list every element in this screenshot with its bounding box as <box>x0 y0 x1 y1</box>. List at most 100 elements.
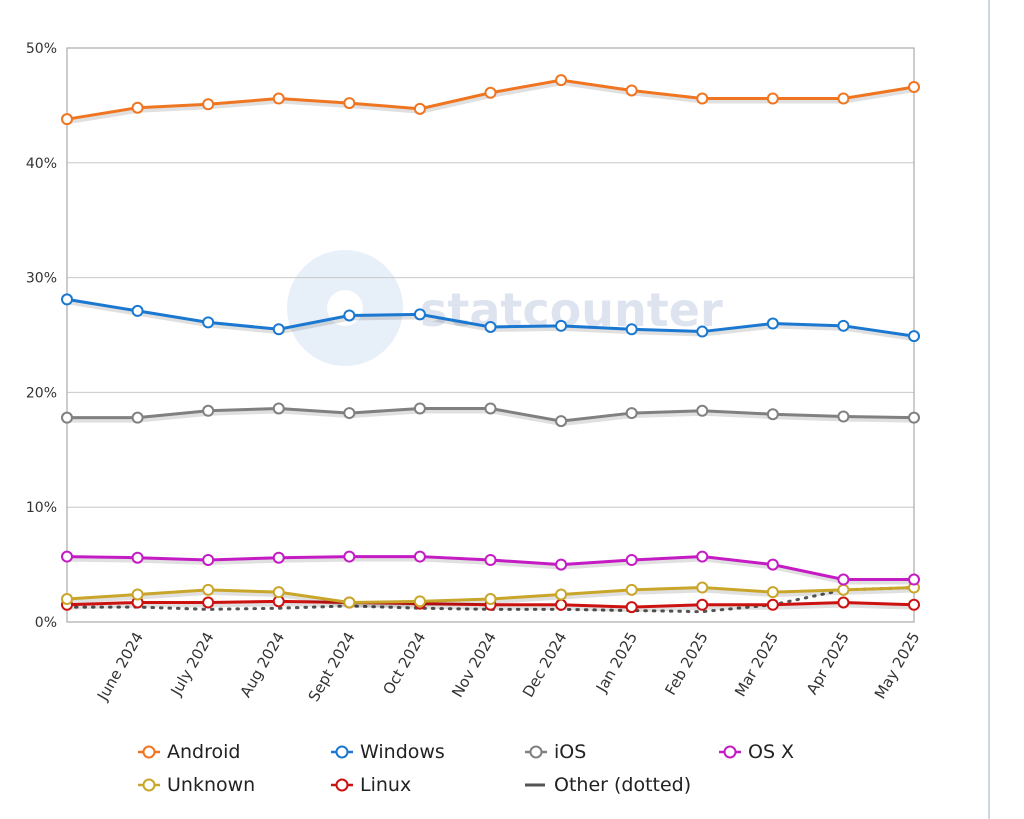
data-point-linux <box>908 598 920 611</box>
y-tick-label: 30% <box>26 271 57 287</box>
data-point-unknown <box>837 583 850 596</box>
x-tick-label: May 2025 <box>871 629 924 702</box>
data-point-android <box>272 92 285 105</box>
data-point-windows <box>625 323 638 336</box>
x-tick-label: Oct 2024 <box>379 629 429 698</box>
data-point-linux <box>837 596 850 609</box>
data-point-unknown <box>696 581 709 594</box>
data-point-android <box>625 84 638 97</box>
data-point-windows <box>202 316 215 329</box>
data-point-unknown <box>555 588 568 601</box>
y-tick-label: 40% <box>26 156 57 172</box>
data-point-windows <box>908 330 920 343</box>
data-point-os-x <box>202 554 215 567</box>
data-point-android <box>413 102 426 115</box>
data-point-unknown <box>272 586 285 599</box>
y-tick-label: 50% <box>26 41 57 57</box>
legend-marker-icon <box>138 778 160 792</box>
x-tick-label: Aug 2024 <box>237 629 289 701</box>
data-point-windows <box>484 320 497 333</box>
data-point-ios <box>202 404 215 417</box>
y-tick-label: 10% <box>26 500 57 516</box>
legend-marker-icon <box>138 745 160 759</box>
watermark-logo <box>287 250 403 366</box>
legend-label: Android <box>167 741 241 763</box>
data-point-os-x <box>908 573 920 586</box>
legend-marker-icon <box>719 745 741 759</box>
data-point-os-x <box>61 550 73 563</box>
x-tick-label: Feb 2025 <box>661 629 711 698</box>
legend-marker-icon <box>331 778 353 792</box>
data-point-os-x <box>343 550 356 563</box>
legend-marker-icon <box>331 745 353 759</box>
data-point-ios <box>555 415 568 428</box>
data-point-windows <box>413 308 426 321</box>
data-point-android <box>131 101 144 114</box>
data-point-os-x <box>272 551 285 564</box>
data-point-ios <box>625 407 638 420</box>
data-point-android <box>837 92 850 105</box>
data-point-linux <box>625 601 638 614</box>
data-point-os-x <box>837 573 850 586</box>
data-point-android <box>908 81 920 94</box>
data-point-unknown <box>343 596 356 609</box>
page-divider <box>988 0 990 819</box>
data-point-unknown <box>625 583 638 596</box>
legend-label: Windows <box>360 741 445 763</box>
data-point-os-x <box>555 558 568 571</box>
x-tick-label: June 2024 <box>93 629 147 704</box>
data-point-os-x <box>131 551 144 564</box>
data-point-android <box>555 74 568 87</box>
legend-item-android[interactable]: Android <box>137 741 240 763</box>
data-point-android <box>766 92 779 105</box>
x-tick-label: Jan 2025 <box>592 629 641 696</box>
data-point-windows <box>766 317 779 330</box>
data-point-android <box>484 86 497 99</box>
data-point-unknown <box>202 583 215 596</box>
data-point-os-x <box>625 554 638 567</box>
x-tick-label: Mar 2025 <box>731 629 782 700</box>
data-point-android <box>343 97 356 110</box>
data-point-windows <box>272 323 285 336</box>
legend-item-windows[interactable]: Windows <box>330 741 445 763</box>
data-point-android <box>61 113 73 126</box>
y-tick-label: 20% <box>26 385 57 401</box>
data-point-ios <box>484 402 497 415</box>
data-point-android <box>696 92 709 105</box>
legend-item-os-x[interactable]: OS X <box>718 741 794 763</box>
legend-item-ios[interactable]: iOS <box>524 741 586 763</box>
data-point-unknown <box>484 593 497 606</box>
data-point-windows <box>837 319 850 332</box>
legend-item-other-dotted[interactable]: Other (dotted) <box>524 774 691 796</box>
data-point-unknown <box>131 588 144 601</box>
data-point-ios <box>413 402 426 415</box>
y-tick-label: 0% <box>35 615 57 631</box>
x-tick-label: Dec 2024 <box>519 629 571 700</box>
data-point-linux <box>555 598 568 611</box>
legend-label: Other (dotted) <box>554 774 692 796</box>
legend-label: iOS <box>554 741 587 763</box>
legend-item-linux[interactable]: Linux <box>330 774 411 796</box>
data-point-linux <box>696 598 709 611</box>
data-point-windows <box>555 319 568 332</box>
series-line-android <box>66 78 915 121</box>
legend-label: OS X <box>748 741 795 763</box>
data-point-ios <box>766 408 779 421</box>
legend-item-unknown[interactable]: Unknown <box>137 774 255 796</box>
x-tick-label: Apr 2025 <box>803 629 853 698</box>
data-point-ios <box>696 404 709 417</box>
data-point-linux <box>766 598 779 611</box>
data-point-ios <box>131 411 144 424</box>
data-point-os-x <box>413 550 426 563</box>
x-tick-label: Nov 2024 <box>448 629 500 701</box>
data-point-os-x <box>766 558 779 571</box>
data-point-windows <box>343 309 356 322</box>
legend-marker-icon <box>525 745 547 759</box>
data-point-android <box>202 98 215 111</box>
legend-label: Linux <box>360 774 412 796</box>
data-point-unknown <box>61 593 73 606</box>
legend-label: Unknown <box>167 774 256 796</box>
data-point-ios <box>908 411 920 424</box>
